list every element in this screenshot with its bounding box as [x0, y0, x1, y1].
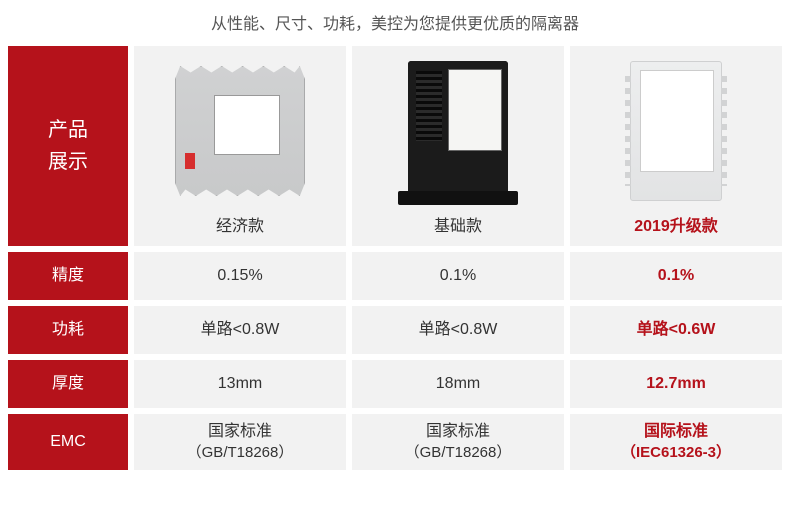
product-upgrade-name: 2019升级款: [634, 212, 718, 236]
emc-basic: 国家标准 （GB/T18268）: [352, 414, 564, 470]
label-emc: EMC: [8, 414, 128, 470]
precision-economy: 0.15%: [134, 252, 346, 300]
label-line2: 展示: [48, 146, 88, 178]
label-precision: 精度: [8, 252, 128, 300]
label-thickness: 厚度: [8, 360, 128, 408]
emc-economy: 国家标准 （GB/T18268）: [134, 414, 346, 470]
label-line1: 产品: [48, 114, 88, 146]
precision-basic: 0.1%: [352, 252, 564, 300]
emc-economy-line1: 国家标准: [208, 422, 272, 443]
thickness-upgrade: 12.7mm: [570, 360, 782, 408]
product-economy-image: [142, 56, 338, 206]
power-economy: 单路<0.8W: [134, 306, 346, 354]
emc-upgrade-line2: （IEC61326-3）: [621, 443, 731, 463]
product-basic-image: [360, 56, 556, 206]
emc-upgrade-line1: 国际标准: [644, 422, 708, 443]
thickness-economy: 13mm: [134, 360, 346, 408]
row-precision: 精度 0.15% 0.1% 0.1%: [8, 252, 782, 300]
emc-upgrade: 国际标准 （IEC61326-3）: [570, 414, 782, 470]
emc-basic-line2: （GB/T18268）: [405, 443, 512, 463]
thickness-basic: 18mm: [352, 360, 564, 408]
page-subtitle: 从性能、尺寸、功耗，美控为您提供更优质的隔离器: [0, 0, 790, 46]
comparison-table: 产品 展示 经济款 基础款 2019升级款 精度 0.15% 0.1% 0.1%: [0, 46, 790, 506]
power-upgrade: 单路<0.6W: [570, 306, 782, 354]
row-emc: EMC 国家标准 （GB/T18268） 国家标准 （GB/T18268） 国际…: [8, 414, 782, 470]
product-basic: 基础款: [352, 46, 564, 246]
row-power: 功耗 单路<0.8W 单路<0.8W 单路<0.6W: [8, 306, 782, 354]
power-basic: 单路<0.8W: [352, 306, 564, 354]
product-upgrade: 2019升级款: [570, 46, 782, 246]
product-economy-name: 经济款: [216, 212, 264, 236]
product-basic-name: 基础款: [434, 212, 482, 236]
emc-economy-line2: （GB/T18268）: [187, 443, 294, 463]
label-power: 功耗: [8, 306, 128, 354]
label-product-display: 产品 展示: [8, 46, 128, 246]
product-upgrade-image: [578, 56, 774, 206]
product-economy: 经济款: [134, 46, 346, 246]
row-thickness: 厚度 13mm 18mm 12.7mm: [8, 360, 782, 408]
row-product-display: 产品 展示 经济款 基础款 2019升级款: [8, 46, 782, 246]
precision-upgrade: 0.1%: [570, 252, 782, 300]
emc-basic-line1: 国家标准: [426, 422, 490, 443]
